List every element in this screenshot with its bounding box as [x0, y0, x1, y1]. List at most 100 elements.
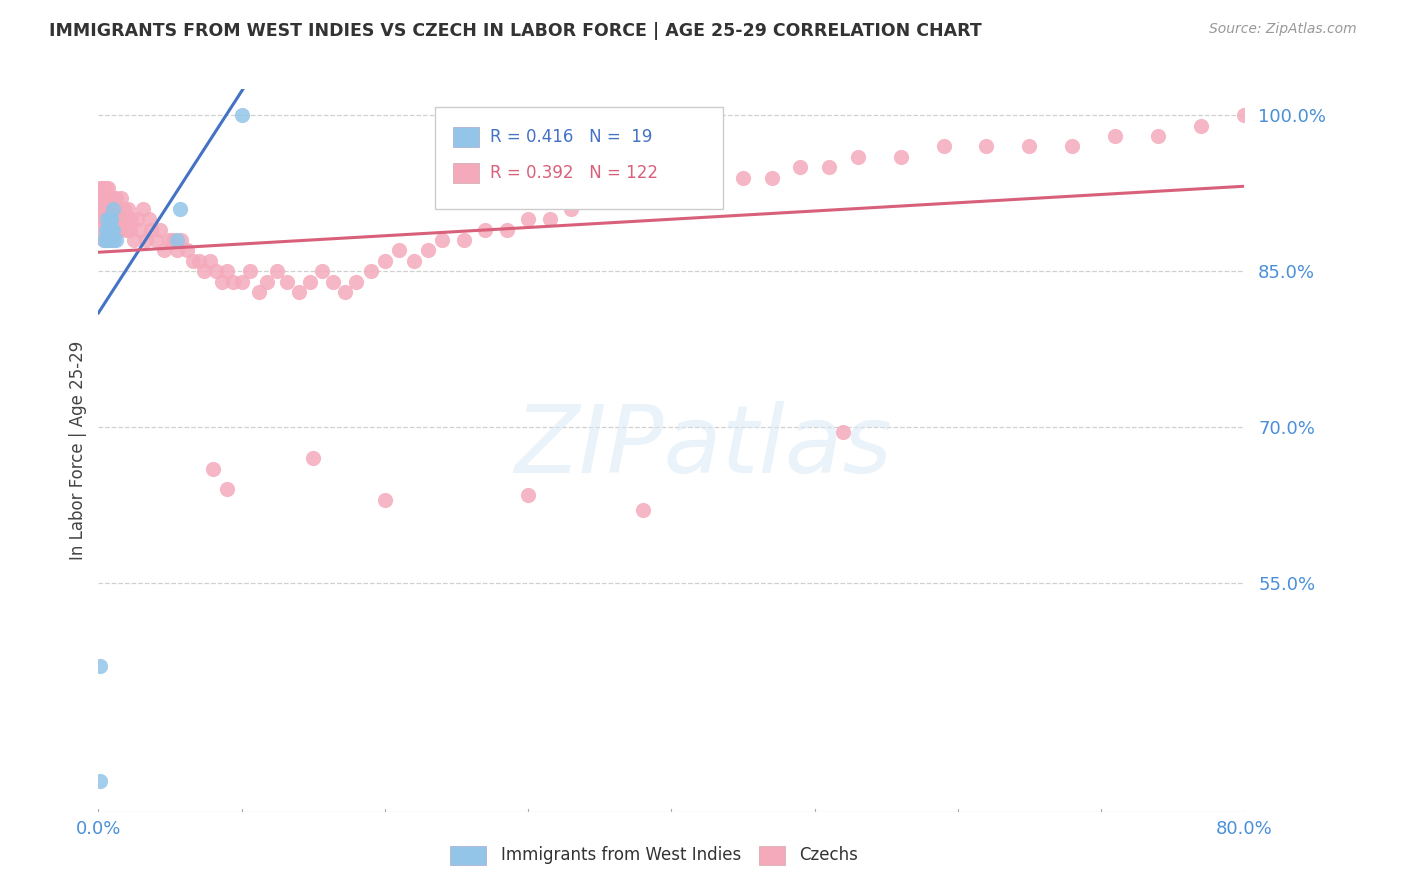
Point — [97, 222, 120, 236]
Point — [222, 275, 245, 289]
Point — [818, 160, 841, 174]
Point — [91, 181, 114, 195]
Point — [360, 264, 382, 278]
Point — [495, 222, 517, 236]
Point — [100, 202, 122, 216]
Point — [374, 253, 396, 268]
Point — [231, 275, 253, 289]
Point — [333, 285, 356, 299]
Point — [1233, 108, 1256, 122]
Point — [976, 139, 998, 153]
Point — [89, 202, 111, 216]
Point — [107, 212, 129, 227]
Point — [91, 202, 114, 216]
Point — [311, 264, 333, 278]
Point — [789, 160, 811, 174]
Point — [231, 108, 253, 122]
Point — [93, 233, 115, 247]
Point — [100, 212, 122, 227]
Y-axis label: In Labor Force | Age 25-29: In Labor Force | Age 25-29 — [69, 341, 87, 560]
Point — [453, 233, 475, 247]
Point — [114, 222, 136, 236]
Point — [122, 233, 145, 247]
Point — [94, 202, 117, 216]
Point — [211, 275, 233, 289]
Point — [761, 170, 783, 185]
Point — [98, 191, 121, 205]
Point — [302, 451, 325, 466]
Point — [89, 659, 111, 673]
Point — [645, 181, 668, 195]
Point — [135, 233, 157, 247]
Point — [100, 222, 122, 236]
Point — [101, 222, 124, 236]
Point — [430, 233, 453, 247]
Point — [256, 275, 278, 289]
Point — [631, 503, 654, 517]
Point — [138, 212, 160, 227]
Point — [103, 212, 125, 227]
Point — [344, 275, 367, 289]
Point — [169, 202, 191, 216]
Point — [91, 222, 114, 236]
Point — [93, 233, 115, 247]
Point — [94, 222, 117, 236]
Point — [617, 191, 640, 205]
Text: IMMIGRANTS FROM WEST INDIES VS CZECH IN LABOR FORCE | AGE 25-29 CORRELATION CHAR: IMMIGRANTS FROM WEST INDIES VS CZECH IN … — [49, 22, 981, 40]
Point — [111, 212, 134, 227]
Point — [846, 150, 869, 164]
Point — [149, 222, 172, 236]
Point — [205, 264, 228, 278]
Point — [104, 233, 127, 247]
Point — [703, 170, 725, 185]
Point — [94, 222, 117, 236]
Point — [157, 233, 180, 247]
Point — [932, 139, 955, 153]
Text: R = 0.392   N = 122: R = 0.392 N = 122 — [491, 164, 658, 182]
Point — [112, 202, 135, 216]
Point — [97, 181, 120, 195]
Point — [101, 233, 124, 247]
Point — [101, 233, 124, 247]
Text: ZIPatlas: ZIPatlas — [515, 401, 891, 491]
Point — [198, 253, 221, 268]
Point — [141, 222, 163, 236]
Point — [96, 191, 118, 205]
Point — [110, 191, 132, 205]
Point — [153, 244, 176, 258]
Point — [108, 222, 131, 236]
Point — [217, 264, 239, 278]
Point — [239, 264, 262, 278]
Point — [890, 150, 912, 164]
Point — [217, 483, 239, 497]
Point — [322, 275, 344, 289]
Point — [538, 212, 561, 227]
Point — [118, 222, 141, 236]
Point — [1018, 139, 1040, 153]
Point — [1062, 139, 1084, 153]
Text: Czechs: Czechs — [799, 847, 858, 864]
Point — [276, 275, 298, 289]
Point — [89, 773, 111, 788]
Point — [832, 425, 855, 440]
Point — [166, 233, 188, 247]
Point — [181, 253, 204, 268]
Point — [202, 461, 225, 475]
Text: Immigrants from West Indies: Immigrants from West Indies — [501, 847, 741, 864]
Point — [101, 202, 124, 216]
Point — [132, 202, 155, 216]
Text: Source: ZipAtlas.com: Source: ZipAtlas.com — [1209, 22, 1357, 37]
Point — [374, 492, 396, 507]
Point — [98, 222, 121, 236]
Point — [93, 191, 115, 205]
Text: R = 0.416   N =  19: R = 0.416 N = 19 — [491, 128, 652, 146]
Point — [145, 233, 167, 247]
Point — [589, 191, 612, 205]
Point — [105, 202, 128, 216]
Point — [176, 244, 198, 258]
Point — [416, 244, 439, 258]
Point — [104, 222, 127, 236]
Point — [97, 233, 120, 247]
Point — [89, 181, 111, 195]
Point — [388, 244, 411, 258]
